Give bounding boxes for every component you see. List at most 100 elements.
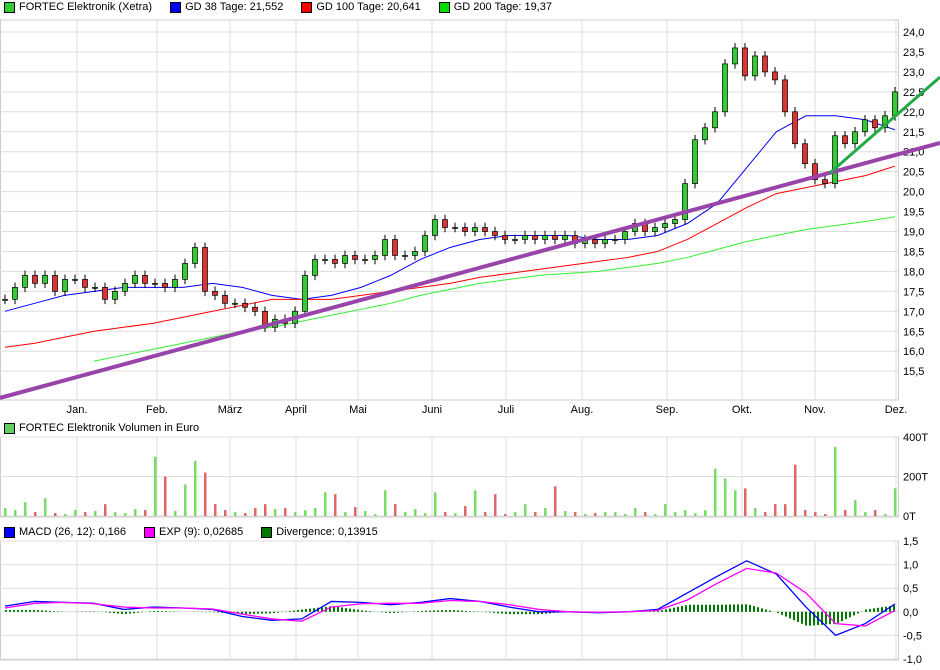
divergence-bar [805, 611, 807, 626]
divergence-bar [729, 604, 731, 612]
legend-item: EXP (9): 0,02685 [144, 526, 243, 538]
candle [442, 219, 448, 228]
divergence-bar [745, 604, 747, 612]
macd-line [4, 567, 896, 627]
divergence-bar [501, 611, 503, 614]
candle [562, 235, 568, 240]
candle [482, 227, 488, 232]
candle [232, 302, 238, 305]
x-tick-label: Juni [422, 404, 442, 416]
x-tick-label: Mai [349, 404, 367, 416]
candle [822, 179, 828, 184]
divergence-bar [385, 611, 387, 613]
divergence-bar [493, 611, 495, 613]
y-tick-label: 23,5 [903, 47, 924, 59]
y-tick-label: 20,0 [903, 187, 924, 199]
x-tick-label: Aug. [571, 404, 594, 416]
volume-bar [634, 508, 637, 516]
divergence-bar [673, 607, 675, 612]
candle [412, 251, 418, 256]
divergence-bar [129, 611, 131, 614]
volume-bar [294, 512, 297, 516]
candle [622, 231, 628, 240]
volume-bar [484, 512, 487, 516]
divergence-bar [241, 611, 243, 615]
volume-bar [844, 510, 847, 516]
volume-bar [514, 512, 517, 516]
volume-bar [284, 508, 287, 516]
y-tick-label: 18,5 [903, 246, 924, 258]
divergence-bar [737, 604, 739, 612]
panel-frame [0, 19, 899, 401]
y-tick-label: 23,0 [903, 67, 924, 79]
candle [122, 283, 128, 292]
candle [252, 306, 258, 312]
divergence-bar [893, 605, 895, 612]
divergence-bar [489, 611, 491, 613]
volume-bar [74, 510, 77, 516]
divergence-bar [157, 610, 159, 612]
divergence-bar [5, 609, 7, 612]
volume-bar [774, 504, 777, 516]
divergence-bar [873, 608, 875, 612]
volume-bar [644, 512, 647, 516]
divergence-bar [785, 611, 787, 617]
moving-average-line [4, 165, 896, 348]
divergence-bar [853, 611, 855, 616]
divergence-bar [529, 611, 531, 615]
volume-bar [64, 514, 67, 516]
volume-bar [304, 510, 307, 516]
volume-bar [604, 512, 607, 516]
candle [682, 183, 688, 220]
candle [222, 294, 228, 304]
divergence-bar [845, 611, 847, 620]
divergence-bar [537, 611, 539, 615]
legend-label: MACD (26, 12): 0,166 [19, 526, 126, 538]
divergence-bar [321, 607, 323, 612]
volume-bar [674, 512, 677, 516]
volume-bar [144, 510, 147, 516]
y-tick-label: -1,0 [903, 654, 922, 666]
volume-bar [684, 510, 687, 516]
candle [112, 291, 118, 300]
divergence-bar [429, 610, 431, 612]
legend-swatch [438, 1, 450, 13]
divergence-bar [669, 608, 671, 612]
candle [372, 255, 378, 260]
divergence-bar [717, 604, 719, 612]
y-tick-label: 400T [903, 432, 928, 444]
candle [132, 275, 138, 284]
candle [712, 111, 718, 129]
volume-bar [184, 484, 187, 516]
candle [212, 291, 218, 296]
divergence-bar [701, 604, 703, 612]
candle [102, 287, 108, 300]
divergence-bar [137, 611, 139, 613]
divergence-bar [653, 611, 655, 612]
legend-swatch [301, 1, 313, 13]
divergence-bar [825, 611, 827, 625]
volume-bar [664, 504, 667, 516]
divergence-bar [509, 611, 511, 615]
legend-item: GD 38 Tage: 21,552 [170, 1, 283, 13]
divergence-bar [293, 610, 295, 612]
y-tick-label: 1,5 [903, 536, 918, 548]
legend-swatch [144, 526, 155, 538]
divergence-bar [305, 609, 307, 612]
legend-item: Divergence: 0,13915 [261, 526, 378, 538]
candle [812, 163, 818, 180]
divergence-bar [125, 611, 127, 615]
candle [502, 235, 508, 240]
divergence-bar [9, 609, 11, 612]
volume-bar [874, 510, 877, 516]
volume-bar [164, 476, 167, 516]
divergence-bar [777, 611, 779, 614]
volume-bar [744, 488, 747, 516]
divergence-bar [469, 611, 471, 612]
candle [452, 227, 458, 229]
volume-bar [804, 510, 807, 516]
volume-bar [554, 486, 557, 516]
volume-bar [244, 513, 247, 516]
divergence-bar [713, 604, 715, 612]
y-tick-label: 20,5 [903, 167, 924, 179]
